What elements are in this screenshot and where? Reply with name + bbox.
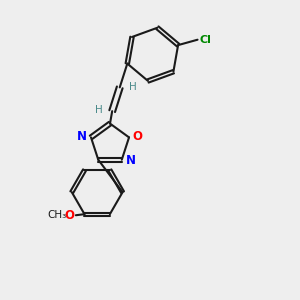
- Text: H: H: [129, 82, 137, 92]
- Text: N: N: [126, 154, 136, 167]
- Text: O: O: [133, 130, 143, 143]
- Text: H: H: [95, 105, 103, 115]
- Text: CH₃: CH₃: [47, 210, 67, 220]
- Text: Cl: Cl: [199, 35, 211, 45]
- Text: O: O: [65, 209, 75, 222]
- Text: N: N: [77, 130, 87, 143]
